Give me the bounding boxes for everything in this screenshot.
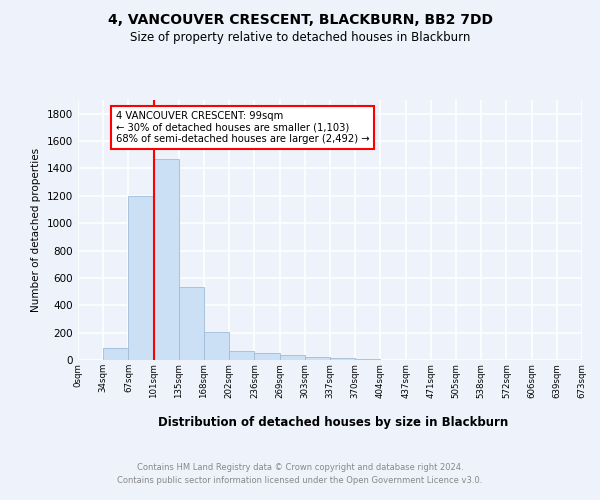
Bar — [229, 351, 254, 360]
Bar — [154, 159, 179, 360]
Bar — [179, 288, 204, 360]
Bar — [355, 359, 380, 360]
Text: Contains HM Land Registry data © Crown copyright and database right 2024.: Contains HM Land Registry data © Crown c… — [137, 464, 463, 472]
Y-axis label: Number of detached properties: Number of detached properties — [31, 148, 41, 312]
Bar — [330, 358, 355, 360]
Text: Distribution of detached houses by size in Blackburn: Distribution of detached houses by size … — [158, 416, 508, 429]
Bar — [128, 196, 154, 360]
Text: 4 VANCOUVER CRESCENT: 99sqm
← 30% of detached houses are smaller (1,103)
68% of : 4 VANCOUVER CRESCENT: 99sqm ← 30% of det… — [116, 111, 370, 144]
Bar — [280, 355, 305, 360]
Bar — [254, 353, 280, 360]
Bar — [204, 332, 229, 360]
Text: Size of property relative to detached houses in Blackburn: Size of property relative to detached ho… — [130, 31, 470, 44]
Text: Contains public sector information licensed under the Open Government Licence v3: Contains public sector information licen… — [118, 476, 482, 485]
Bar — [305, 357, 330, 360]
Bar — [103, 348, 128, 360]
Text: 4, VANCOUVER CRESCENT, BLACKBURN, BB2 7DD: 4, VANCOUVER CRESCENT, BLACKBURN, BB2 7D… — [107, 12, 493, 26]
